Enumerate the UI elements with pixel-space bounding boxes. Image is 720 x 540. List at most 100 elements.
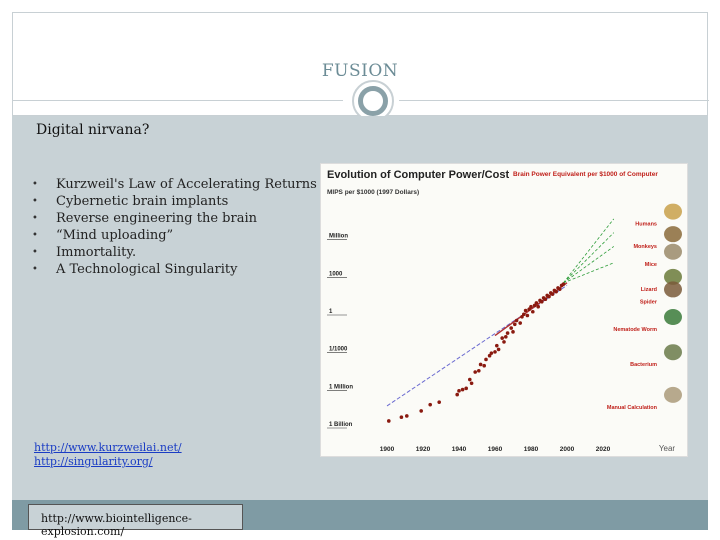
data-point — [534, 301, 539, 305]
projection-line — [563, 262, 614, 284]
data-point — [495, 343, 499, 348]
creature-icon — [664, 203, 682, 220]
right-side-label: Monkeys — [633, 244, 657, 250]
data-point — [496, 347, 501, 352]
bullet-text: Kurzweil's Law of Accelerating Returns — [56, 177, 317, 192]
bullet-text: Cybernetic brain implants — [56, 194, 229, 209]
data-point — [529, 304, 533, 309]
x-tick-label: 1920 — [416, 446, 431, 453]
x-tick-label: 1900 — [380, 446, 395, 453]
link-singularity[interactable]: http://singularity.org/ — [34, 455, 153, 468]
data-point — [489, 351, 494, 355]
chart-title: Evolution of Computer Power/Cost — [327, 169, 509, 181]
data-point — [518, 321, 522, 325]
footer-url: http://www.biointelligence-explosion.com… — [41, 512, 192, 538]
divider-right — [399, 100, 709, 101]
bullet-icon: • — [32, 196, 38, 207]
link-kurzweilai[interactable]: http://www.kurzweilai.net/ — [34, 441, 182, 454]
data-point — [540, 299, 544, 304]
data-point — [457, 389, 461, 393]
data-point — [514, 318, 519, 323]
data-point — [547, 294, 551, 299]
bullet-list: • Kurzweil's Law of Accelerating Returns … — [32, 176, 317, 278]
y-tick-label: 1000 — [329, 271, 343, 277]
data-point — [554, 289, 558, 294]
data-point — [482, 363, 486, 368]
data-point — [511, 330, 515, 334]
right-side-label: Humans — [635, 222, 657, 228]
chart: Evolution of Computer Power/Cost MIPS per… — [320, 163, 688, 457]
right-side-label: Bacterium — [630, 362, 657, 368]
x-axis-label: Year — [659, 444, 676, 453]
data-point — [405, 414, 409, 418]
data-point — [487, 353, 492, 358]
data-point — [464, 386, 468, 391]
divider-left — [13, 100, 343, 101]
y-tick-label: 1 — [329, 309, 333, 315]
bullet-text: “Mind uploading” — [56, 228, 174, 243]
x-tick-label: 2020 — [596, 446, 611, 453]
data-point — [561, 282, 566, 286]
data-point — [504, 335, 508, 339]
data-point — [550, 292, 555, 296]
data-point — [523, 308, 528, 313]
data-point — [455, 392, 459, 397]
bullet-item: • Reverse engineering the brain — [32, 210, 317, 227]
header: FUSION — [12, 12, 709, 122]
creature-icon — [664, 243, 682, 260]
bullet-icon: • — [32, 247, 38, 258]
bullet-item: • “Mind uploading” — [32, 227, 317, 244]
creature-icon — [664, 281, 682, 298]
data-point — [460, 387, 465, 392]
creature-icon — [664, 309, 682, 326]
bullet-icon: • — [32, 213, 38, 224]
data-point — [522, 312, 526, 317]
footer-url-box: http://www.biointelligence-explosion.com… — [28, 504, 243, 538]
right-side-label: Mice — [645, 262, 657, 268]
data-point — [531, 309, 535, 314]
data-point — [493, 350, 497, 354]
chart-svg: Evolution of Computer Power/Cost MIPS per… — [327, 169, 682, 453]
x-tick-label: 2000 — [560, 446, 575, 453]
bullet-icon: • — [32, 264, 38, 275]
creature-icon — [664, 386, 682, 403]
data-point — [543, 297, 548, 301]
creature-icon — [664, 344, 682, 361]
data-point — [473, 370, 477, 374]
creature-icon — [664, 226, 682, 243]
data-point — [505, 331, 510, 335]
chart-ylabel: MIPS per $1000 (1997 Dollars) — [327, 189, 419, 196]
data-point — [502, 340, 506, 344]
bullet-icon: • — [32, 230, 38, 241]
right-side-label: Spider — [640, 299, 658, 305]
slide-section-title: FUSION — [321, 61, 399, 81]
data-point — [419, 409, 423, 413]
slide-heading: Digital nirvana? — [36, 122, 150, 138]
right-side-label: Nematode Worm — [613, 327, 657, 333]
bullet-item: • Cybernetic brain implants — [32, 193, 317, 210]
data-point — [387, 419, 391, 423]
data-point — [478, 362, 483, 367]
x-tick-label: 1960 — [488, 446, 503, 453]
data-point — [536, 304, 540, 309]
data-point — [437, 400, 441, 404]
y-tick-label: Million — [329, 234, 348, 240]
x-tick-label: 1980 — [524, 446, 539, 453]
projection-line — [563, 218, 615, 284]
right-side-label: Lizard — [641, 287, 657, 293]
ring-ornament-icon — [352, 80, 394, 122]
reference-links: http://www.kurzweilai.net/ http://singul… — [34, 441, 182, 469]
bullet-item: • Immortality. — [32, 244, 317, 261]
projection-line — [563, 246, 615, 284]
data-point — [509, 326, 513, 330]
data-point — [500, 336, 504, 340]
bullet-text: Reverse engineering the brain — [56, 211, 257, 226]
right-side-label: Manual Calculation — [607, 405, 658, 411]
y-tick-label: 1/1000 — [329, 347, 348, 353]
projection-line — [563, 232, 615, 284]
data-point — [525, 313, 530, 318]
y-tick-label: 1 Million — [329, 384, 353, 390]
data-point — [399, 415, 404, 420]
bullet-item: • A Technological Singularity — [32, 261, 317, 278]
